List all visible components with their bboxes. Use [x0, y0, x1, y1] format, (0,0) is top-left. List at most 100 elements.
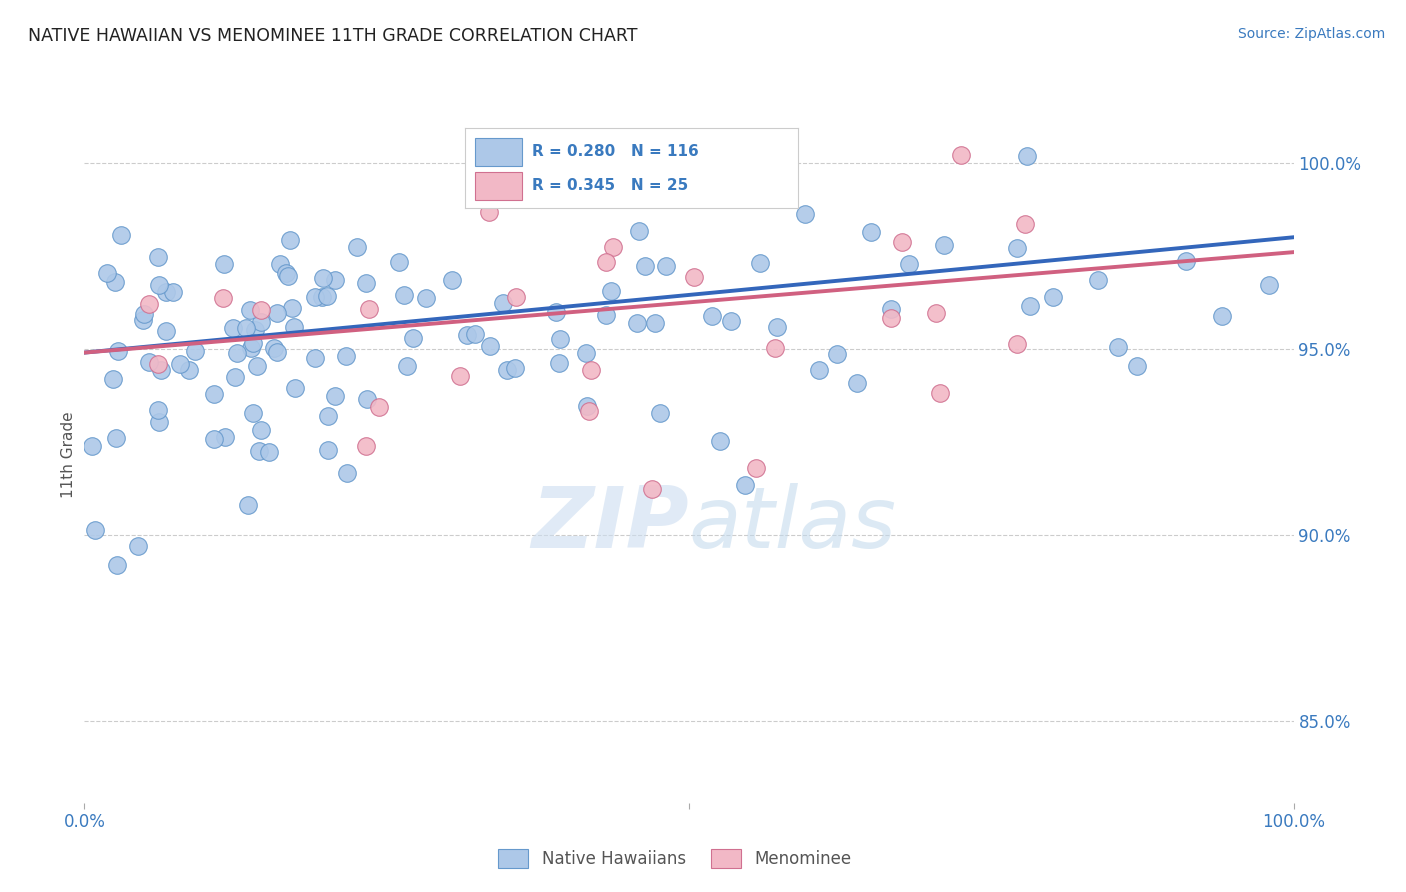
Point: [155, 285, 177, 299]
Point: [238, 498, 260, 512]
Point: [323, 389, 346, 403]
Point: [505, 290, 527, 304]
Text: NATIVE HAWAIIAN VS MENOMINEE 11TH GRADE CORRELATION CHART: NATIVE HAWAIIAN VS MENOMINEE 11TH GRADE …: [28, 27, 637, 45]
Point: [316, 288, 339, 302]
Point: [464, 326, 486, 341]
Point: [579, 363, 602, 377]
Point: [250, 302, 273, 317]
Point: [169, 357, 191, 371]
Point: [132, 312, 155, 326]
Point: [880, 311, 903, 326]
Point: [1087, 273, 1109, 287]
Point: [765, 319, 787, 334]
Legend: Native Hawaiians, Menominee: Native Hawaiians, Menominee: [492, 842, 858, 875]
Point: [148, 278, 170, 293]
Point: [224, 370, 246, 384]
Point: [925, 306, 948, 320]
Point: [1007, 336, 1029, 351]
Point: [179, 363, 201, 377]
Point: [311, 290, 333, 304]
Point: [359, 301, 381, 316]
Point: [415, 291, 437, 305]
Point: [748, 255, 770, 269]
Point: [367, 401, 389, 415]
Point: [202, 386, 225, 401]
Point: [1258, 277, 1281, 292]
Point: [247, 444, 270, 458]
Point: [277, 268, 299, 283]
Point: [808, 363, 831, 377]
Point: [544, 305, 567, 319]
Point: [641, 482, 664, 496]
Point: [396, 359, 419, 373]
Point: [316, 409, 339, 423]
Point: [1017, 149, 1039, 163]
Point: [134, 307, 156, 321]
Point: [634, 260, 657, 274]
Point: [402, 331, 425, 345]
Point: [240, 342, 263, 356]
Point: [84, 523, 107, 537]
Point: [214, 257, 236, 271]
Point: [575, 346, 598, 360]
Point: [793, 206, 815, 220]
Point: [548, 332, 571, 346]
Point: [441, 272, 464, 286]
Point: [578, 404, 600, 418]
Point: [249, 315, 271, 329]
Point: [266, 344, 288, 359]
Point: [949, 148, 972, 162]
Point: [1107, 340, 1129, 354]
Point: [763, 342, 786, 356]
Point: [336, 466, 359, 480]
Point: [110, 227, 132, 242]
Point: [222, 320, 245, 334]
Point: [1211, 310, 1233, 324]
Point: [709, 434, 731, 448]
Point: [745, 460, 768, 475]
Point: [1019, 298, 1042, 312]
Point: [202, 432, 225, 446]
Point: [257, 445, 280, 459]
Point: [263, 341, 285, 355]
Point: [138, 355, 160, 369]
Point: [148, 415, 170, 429]
Point: [138, 297, 160, 311]
Point: [242, 335, 264, 350]
Point: [505, 361, 527, 376]
Text: atlas: atlas: [689, 483, 897, 566]
Point: [456, 328, 478, 343]
Y-axis label: 11th Grade: 11th Grade: [60, 411, 76, 499]
Point: [149, 362, 172, 376]
Point: [627, 224, 650, 238]
Point: [846, 376, 869, 390]
Point: [323, 273, 346, 287]
Point: [1175, 254, 1198, 268]
Point: [1126, 359, 1149, 373]
Point: [1042, 290, 1064, 304]
Point: [388, 254, 411, 268]
Point: [155, 324, 177, 338]
Point: [346, 240, 368, 254]
Point: [249, 424, 271, 438]
Point: [242, 406, 264, 420]
Point: [304, 351, 326, 365]
Point: [356, 392, 378, 406]
Point: [266, 306, 288, 320]
Point: [478, 205, 501, 219]
Point: [720, 314, 742, 328]
Point: [281, 301, 304, 315]
Point: [243, 323, 266, 337]
Point: [890, 235, 912, 250]
Point: [934, 238, 956, 252]
Point: [600, 284, 623, 298]
Point: [214, 430, 236, 444]
Point: [146, 358, 169, 372]
Point: [283, 320, 305, 334]
Point: [644, 316, 666, 330]
Point: [269, 257, 291, 271]
Point: [602, 240, 624, 254]
Point: [1005, 241, 1028, 255]
Point: [1014, 217, 1036, 231]
Point: [96, 266, 118, 280]
